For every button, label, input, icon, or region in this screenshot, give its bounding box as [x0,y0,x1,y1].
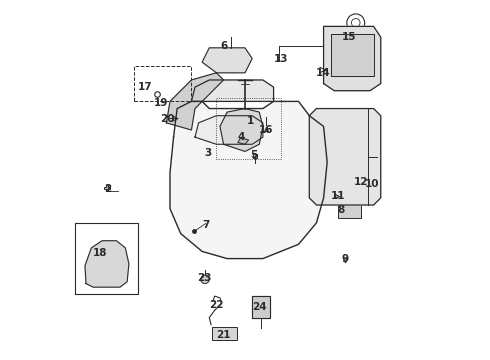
Text: 17: 17 [138,82,152,92]
Polygon shape [167,73,223,130]
FancyBboxPatch shape [96,263,118,281]
Text: 5: 5 [250,150,258,160]
Polygon shape [192,80,273,102]
Text: 16: 16 [259,125,274,135]
FancyBboxPatch shape [338,204,361,218]
Text: 8: 8 [338,205,345,215]
Polygon shape [85,241,129,287]
Polygon shape [170,102,327,258]
Text: 19: 19 [154,98,168,108]
Text: 2: 2 [104,184,111,194]
Polygon shape [202,48,252,73]
Text: 12: 12 [354,177,368,187]
Text: 13: 13 [273,54,288,64]
Circle shape [201,275,209,284]
Text: 3: 3 [204,148,211,158]
Text: 22: 22 [209,300,223,310]
Text: 21: 21 [216,330,231,341]
Text: 23: 23 [196,273,211,283]
Text: 6: 6 [220,41,227,51]
Text: 14: 14 [316,68,331,78]
Text: 20: 20 [160,113,175,123]
Ellipse shape [98,278,106,282]
Text: 24: 24 [252,302,267,312]
Text: 10: 10 [365,179,379,189]
Text: 4: 4 [238,132,245,142]
Polygon shape [331,33,373,76]
FancyBboxPatch shape [212,327,237,340]
Polygon shape [195,116,263,144]
Polygon shape [323,26,381,91]
Text: 7: 7 [202,220,209,230]
Text: 1: 1 [247,116,254,126]
Text: 15: 15 [342,32,356,42]
Text: 18: 18 [93,248,108,258]
Polygon shape [309,109,381,205]
Text: 9: 9 [342,253,348,264]
Text: 11: 11 [331,191,345,201]
Polygon shape [252,296,270,318]
Polygon shape [238,138,248,144]
Polygon shape [220,109,263,152]
